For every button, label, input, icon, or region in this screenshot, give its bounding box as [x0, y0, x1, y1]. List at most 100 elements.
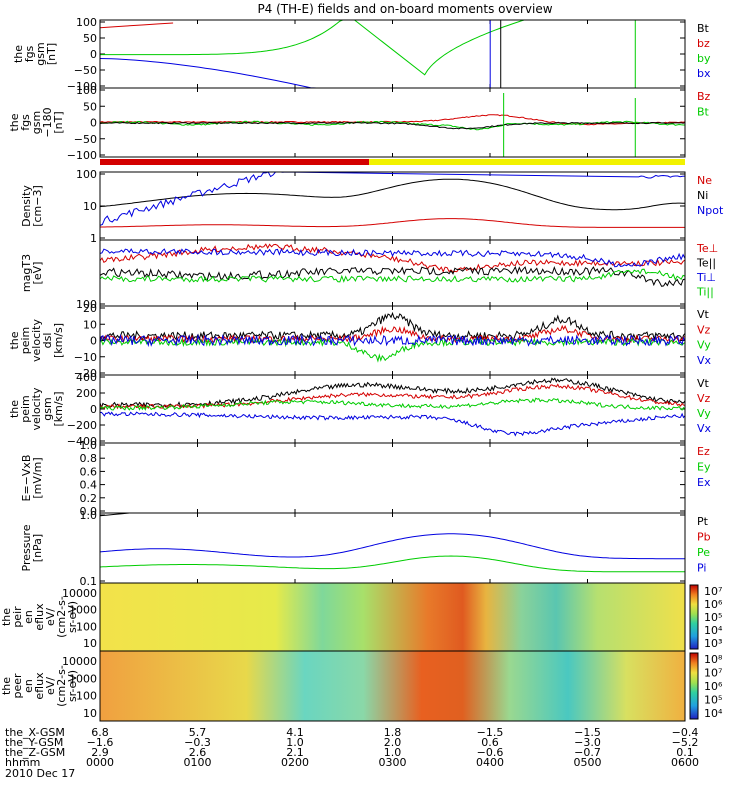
y-axis-label-line: the	[0, 677, 13, 695]
panel-3: Density[cm−3] 100 10 1 Ne Ni Npot	[20, 168, 724, 245]
y-tick-label: 10	[83, 637, 97, 650]
colorbar-tick-label: 10³	[704, 637, 722, 650]
panel-frame	[99, 19, 686, 89]
colorbar-tick-label: 10⁷	[704, 585, 722, 598]
series-vy	[100, 337, 686, 363]
ephemeris-value: 5.7	[189, 726, 207, 739]
panel-7: E=−VxB[mV/m] 1.00.80.60.40.20.0 Ez Ey Ex	[20, 439, 711, 518]
series-te-perp	[99, 243, 686, 273]
y-tick-label: 50	[83, 100, 97, 113]
y-axis-label-line: eV/	[44, 608, 57, 626]
y-axis-label-line: dsl	[41, 333, 54, 349]
y-tick-label: 0	[90, 117, 97, 130]
ephemeris-value: −0.6	[477, 746, 504, 759]
y-tick-label: 100	[76, 84, 97, 97]
ephemeris-row-label: the_X-GSM	[5, 726, 65, 739]
y-axis-label-line: (cm2-s-	[55, 596, 68, 638]
y-tick-label: 0	[90, 48, 97, 61]
colorbar	[689, 652, 699, 720]
y-axis-label-line: [nPa]	[31, 534, 44, 562]
series-ni	[99, 178, 686, 211]
y-tick-label: 1000	[69, 604, 97, 617]
mode-bar-fast	[369, 159, 685, 165]
legend-vz: Vz	[697, 392, 711, 405]
y-axis-label-line: peir	[11, 606, 24, 628]
y-tick-label: −200	[67, 419, 97, 432]
y-axis-label: thepeimvelocitygsm[km/s]	[8, 387, 65, 430]
colorbar-tick-label: 10⁵	[704, 694, 722, 707]
y-axis-label-line: [mV/m]	[31, 457, 44, 498]
ephemeris-value: 4.1	[286, 726, 304, 739]
y-axis-label: Pressure[nPa]	[20, 524, 44, 571]
legend-npot: Npot	[697, 204, 724, 217]
ephemeris-value: 1.0	[286, 736, 304, 749]
y-tick-label: −50	[74, 133, 97, 146]
y-axis-label-line: Pressure	[20, 524, 33, 571]
y-axis-label-line: [nT]	[45, 43, 58, 65]
legend-ti: Ti||	[696, 286, 714, 299]
y-tick-label: 1	[90, 232, 97, 245]
colorbar-tick-label: 10⁴	[704, 707, 723, 720]
series-vt	[99, 377, 686, 409]
y-tick-label: 20	[83, 302, 97, 315]
legend-ne: Ne	[697, 174, 712, 187]
series-ne	[100, 218, 685, 228]
ephemeris-value: −1.5	[574, 726, 601, 739]
ephemeris-value: −1.5	[477, 726, 504, 739]
ephemeris-value: 0400	[476, 756, 504, 769]
ephemeris-value: 0.6	[481, 736, 499, 749]
y-axis-label-line: (cm2-s-	[55, 665, 68, 707]
y-axis-label-line: eflux	[33, 603, 46, 631]
y-axis-label-line: fgs	[19, 114, 32, 131]
y-axis-label-line: velocity	[30, 319, 43, 362]
legend-te: Te⊥	[696, 242, 718, 255]
series-vy	[99, 397, 686, 411]
y-axis-label-line: [km/s]	[52, 391, 65, 426]
panel-10: thepeerenefluxeV/(cm2-s-sr-eV)1000010001…	[0, 650, 723, 722]
legend-vy: Vy	[697, 407, 711, 420]
y-axis-label: Density[cm−3]	[20, 185, 44, 227]
ephemeris-row-label: hhmm	[5, 756, 40, 769]
ephemeris-value: −0.4	[672, 726, 699, 739]
y-tick-label: 1.0	[80, 509, 98, 522]
y-axis-label-line: the	[0, 608, 13, 626]
y-axis-label-line: peim	[19, 395, 32, 423]
legend-vt: Vt	[697, 308, 710, 321]
y-tick-label: 1000	[69, 672, 97, 685]
y-tick-label: 400	[76, 371, 97, 384]
ephemeris-value: 1.0	[384, 746, 402, 759]
y-tick-label: 1.0	[80, 439, 98, 452]
y-axis-label-line: en	[22, 610, 35, 624]
y-tick-label: 0	[90, 403, 97, 416]
ephemeris-value: 2.0	[384, 736, 402, 749]
y-tick-label: −10	[74, 351, 97, 364]
y-tick-label: 100	[76, 620, 97, 633]
mode-bar-slow	[100, 159, 370, 165]
y-axis-label-line: peer	[11, 673, 24, 699]
series-bz	[99, 22, 174, 29]
legend-ex: Ex	[697, 476, 711, 489]
y-tick-label: 100	[76, 168, 97, 181]
legend-bt: Bt	[697, 105, 710, 118]
legend-vt: Vt	[697, 377, 710, 390]
y-tick-label: 0.2	[80, 492, 98, 505]
series-npot	[99, 171, 686, 226]
series-vt	[99, 311, 686, 342]
y-axis-label-line: fgs	[23, 45, 36, 62]
ephemeris-value: 0500	[574, 756, 602, 769]
ephemeris-value: −0.3	[184, 736, 211, 749]
y-axis-label-line: [cm−3]	[31, 185, 44, 227]
ephemeris-value: −0.7	[574, 746, 601, 759]
legend-bx: bx	[697, 67, 711, 80]
y-axis-label-line: Density	[20, 185, 33, 227]
ephemeris-value: 0300	[379, 756, 407, 769]
series-pi	[99, 533, 685, 560]
panel-frame	[99, 442, 686, 514]
ephemeris-value: 0100	[184, 756, 212, 769]
spectrogram	[100, 651, 685, 721]
ephemeris-value: 0.1	[676, 746, 694, 759]
y-tick-label: 100	[76, 16, 97, 29]
legend-ti: Ti⊥	[696, 271, 716, 284]
y-tick-label: −400	[67, 435, 97, 448]
y-axis-label-line: gsm	[30, 111, 43, 134]
